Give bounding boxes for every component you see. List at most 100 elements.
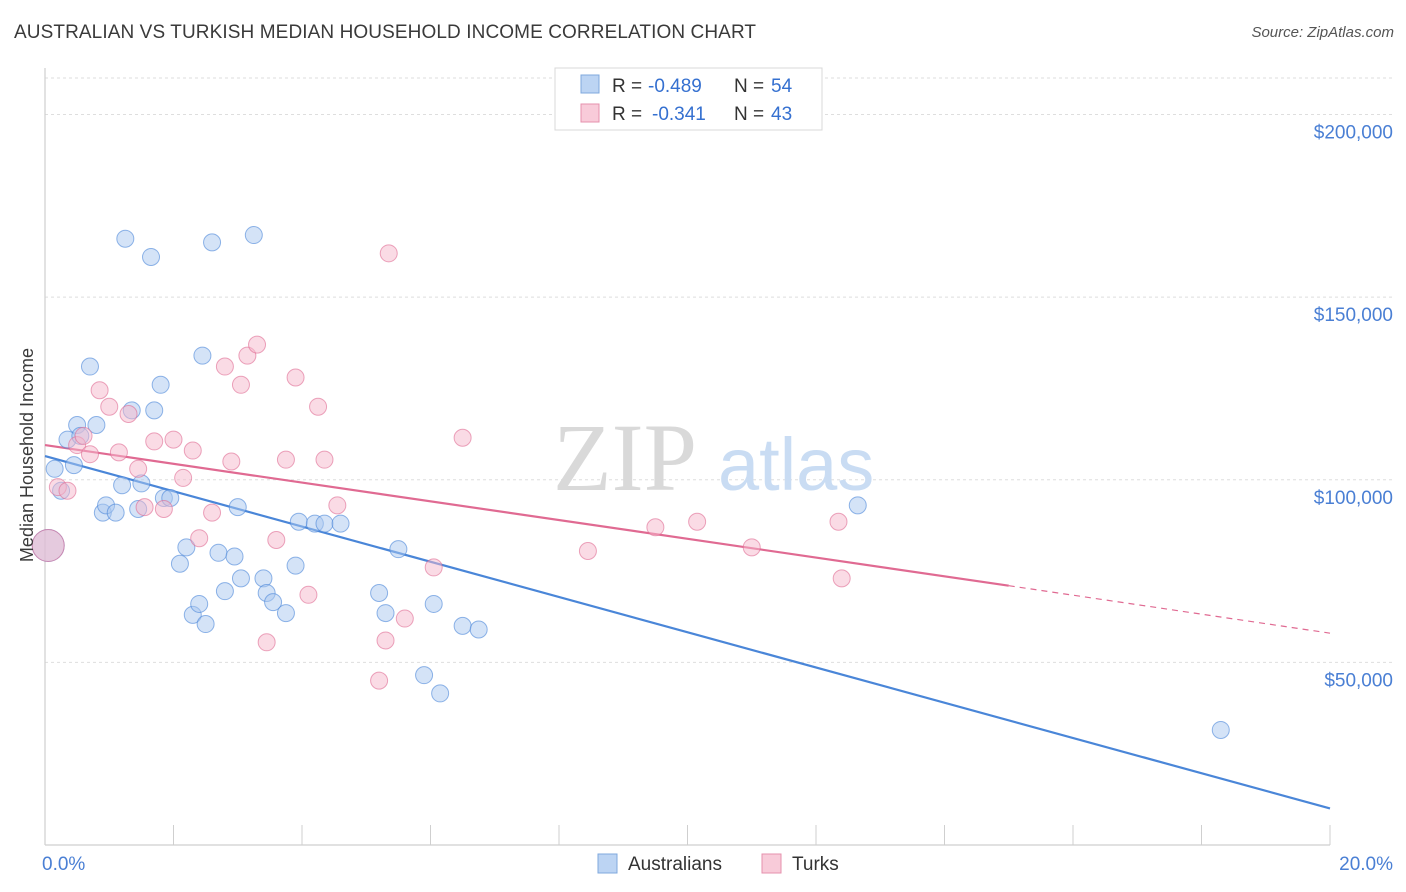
point-turks xyxy=(370,671,389,690)
point-turks xyxy=(395,609,414,628)
point-turks xyxy=(267,531,286,550)
legend-r-value-2: -0.341 xyxy=(652,104,706,125)
point-turks xyxy=(183,441,202,460)
point-turks xyxy=(578,541,597,560)
point-turks xyxy=(145,432,164,451)
point-australians xyxy=(196,615,215,634)
point-turks xyxy=(80,445,99,464)
point-turks xyxy=(154,499,173,518)
trend-line-turks xyxy=(44,443,1009,587)
point-turks xyxy=(174,468,193,487)
x-tick-label-max: 20.0% xyxy=(1339,854,1393,875)
point-australians xyxy=(231,569,250,588)
point-turks xyxy=(832,569,851,588)
point-australians xyxy=(132,474,151,493)
legend-n-value-1: 54 xyxy=(771,76,793,97)
point-australians xyxy=(116,229,135,248)
x-tick-label-min: 0.0% xyxy=(42,854,85,875)
legend-swatch-australians xyxy=(580,74,600,94)
point-turks xyxy=(74,426,93,445)
point-turks xyxy=(129,459,148,478)
source-credit: Source: ZipAtlas.com xyxy=(1251,24,1394,41)
point-turks xyxy=(315,450,334,469)
legend-r-label-1: R = xyxy=(612,76,642,97)
point-australians xyxy=(215,582,234,601)
point-turks xyxy=(222,452,241,471)
point-australians xyxy=(113,476,132,495)
point-turks xyxy=(299,585,318,604)
point-turks xyxy=(203,503,222,522)
point-australians xyxy=(142,247,161,266)
point-australians xyxy=(415,666,434,685)
point-australians xyxy=(254,569,273,588)
legend-r-value-1: -0.489 xyxy=(648,76,702,97)
point-turks xyxy=(31,529,65,563)
point-turks xyxy=(190,529,209,548)
point-turks xyxy=(100,397,119,416)
y-tick-label: $200,000 xyxy=(1314,123,1393,144)
point-australians xyxy=(431,684,450,703)
legend-swatch-turks xyxy=(580,103,600,123)
point-turks xyxy=(829,512,848,531)
point-australians xyxy=(424,594,443,613)
y-tick-label: $150,000 xyxy=(1314,305,1393,326)
point-turks xyxy=(215,357,234,376)
point-australians xyxy=(1211,720,1230,739)
point-turks xyxy=(688,512,707,531)
point-australians xyxy=(848,496,867,515)
point-australians xyxy=(106,503,125,522)
point-australians xyxy=(151,375,170,394)
point-australians xyxy=(331,514,350,533)
data-points xyxy=(31,226,1230,739)
point-turks xyxy=(309,397,328,416)
watermark: ZIP atlas xyxy=(553,404,874,511)
point-australians xyxy=(45,459,64,478)
trend-lines xyxy=(44,443,1331,810)
point-australians xyxy=(370,583,389,602)
legend-n-label-1: N = xyxy=(734,76,764,97)
point-turks xyxy=(742,538,761,557)
y-axis-label: Median Household Income xyxy=(17,348,37,562)
point-australians xyxy=(276,604,295,623)
point-turks xyxy=(135,498,154,517)
point-turks xyxy=(164,430,183,449)
point-turks xyxy=(90,381,109,400)
point-australians xyxy=(170,554,189,573)
bottom-legend-australians: Australians xyxy=(628,854,722,875)
point-turks xyxy=(248,335,267,354)
watermark-zip: ZIP xyxy=(553,404,697,511)
point-australians xyxy=(87,415,106,434)
point-turks xyxy=(231,375,250,394)
point-australians xyxy=(376,604,395,623)
point-turks xyxy=(646,518,665,537)
point-australians xyxy=(209,543,228,562)
y-tick-label: $50,000 xyxy=(1324,670,1393,691)
watermark-atlas: atlas xyxy=(718,423,874,506)
point-turks xyxy=(453,428,472,447)
bottom-legend-swatch-turks xyxy=(761,853,782,874)
y-tick-label: $100,000 xyxy=(1314,488,1393,509)
point-australians xyxy=(286,556,305,575)
point-australians xyxy=(289,512,308,531)
point-turks xyxy=(119,405,138,424)
bottom-legend-swatch-australians xyxy=(597,853,618,874)
point-australians xyxy=(80,357,99,376)
legend-r-label-2: R = xyxy=(612,104,642,125)
correlation-legend: R = -0.489 N = 54 R = -0.341 N = 43 xyxy=(554,67,823,131)
trend-line-australians xyxy=(44,454,1331,810)
series-legend: Australians Turks xyxy=(597,853,839,875)
point-turks xyxy=(58,481,77,500)
point-australians xyxy=(203,233,222,252)
point-australians xyxy=(315,514,334,533)
legend-n-label-2: N = xyxy=(734,104,764,125)
point-australians xyxy=(264,593,283,612)
point-australians xyxy=(244,226,263,245)
point-australians xyxy=(145,401,164,420)
point-australians xyxy=(190,594,209,613)
point-australians xyxy=(177,538,196,557)
point-australians xyxy=(193,346,212,365)
point-turks xyxy=(109,443,128,462)
point-turks xyxy=(257,633,276,652)
point-australians xyxy=(469,620,488,639)
axes: $50,000 $100,000 $150,000 $200,000 0.0% 20.0% xyxy=(42,68,1393,875)
